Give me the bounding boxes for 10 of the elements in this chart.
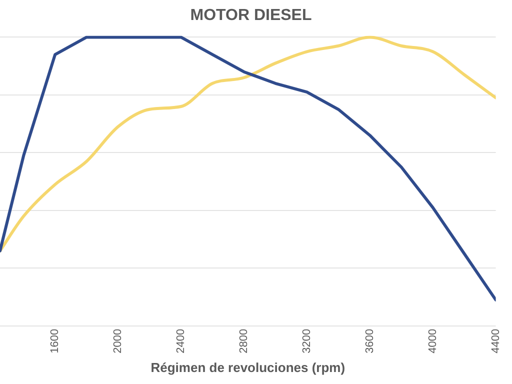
x-tick-label: 3600 xyxy=(364,328,376,354)
x-tick-label: 3200 xyxy=(300,328,313,354)
x-tick-label: 4000 xyxy=(426,328,439,354)
x-axis-title: Régimen de revoluciones (rpm) xyxy=(150,360,346,375)
chart-title: MOTOR DIESEL xyxy=(190,7,312,24)
x-tick-label: 2400 xyxy=(175,328,188,354)
x-tick-label: 4400 xyxy=(490,328,502,354)
x-tick-label: 2000 xyxy=(112,328,124,354)
x-tick-label: 1600 xyxy=(49,328,62,354)
x-tick-label: 2800 xyxy=(238,328,250,354)
